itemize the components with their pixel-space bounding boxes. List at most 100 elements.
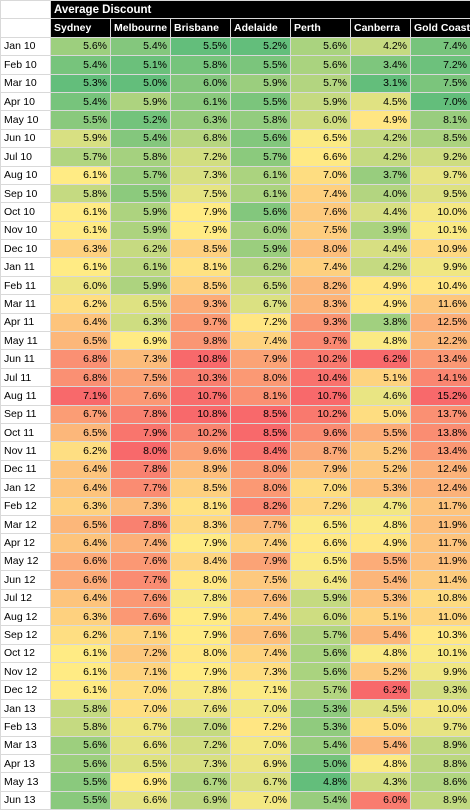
heat-cell: 6.3% (51, 240, 111, 258)
heat-cell: 8.3% (291, 295, 351, 313)
heat-cell: 6.4% (51, 479, 111, 497)
column-header: Brisbane (171, 19, 231, 37)
heat-cell: 6.6% (291, 534, 351, 552)
heat-cell: 6.0% (291, 607, 351, 625)
heat-cell: 6.6% (51, 552, 111, 570)
row-label: Aug 10 (1, 166, 51, 184)
heat-cell: 5.0% (351, 718, 411, 736)
heat-cell: 7.0% (111, 699, 171, 717)
heat-cell: 6.2% (51, 295, 111, 313)
heat-cell: 5.7% (51, 148, 111, 166)
heat-cell: 6.1% (51, 166, 111, 184)
heat-cell: 6.1% (111, 258, 171, 276)
heat-cell: 5.9% (231, 74, 291, 92)
heat-cell: 6.6% (111, 791, 171, 809)
heat-cell: 5.6% (291, 663, 351, 681)
heat-cell: 9.2% (411, 148, 470, 166)
heat-cell: 10.8% (171, 405, 231, 423)
title-corner (1, 1, 51, 19)
heat-cell: 4.9% (351, 295, 411, 313)
heat-cell: 9.7% (411, 166, 470, 184)
column-header: Sydney (51, 19, 111, 37)
heat-cell: 4.8% (351, 644, 411, 662)
heat-cell: 6.9% (171, 791, 231, 809)
row-label: Mar 13 (1, 736, 51, 754)
heat-cell: 7.0% (411, 92, 470, 110)
heat-cell: 7.0% (171, 718, 231, 736)
heat-cell: 7.9% (111, 423, 171, 441)
heat-cell: 8.4% (171, 552, 231, 570)
heat-cell: 8.5% (171, 479, 231, 497)
heat-cell: 6.2% (351, 350, 411, 368)
heat-cell: 9.3% (411, 681, 470, 699)
heat-cell: 6.8% (51, 350, 111, 368)
heat-cell: 8.0% (231, 460, 291, 478)
heat-cell: 5.6% (231, 203, 291, 221)
heat-cell: 7.0% (231, 791, 291, 809)
heat-cell: 11.7% (411, 497, 470, 515)
heat-cell: 6.1% (51, 221, 111, 239)
heat-cell: 5.9% (111, 92, 171, 110)
row-label: Feb 13 (1, 718, 51, 736)
heat-cell: 11.6% (411, 295, 470, 313)
heat-cell: 7.2% (291, 497, 351, 515)
heat-cell: 7.8% (171, 681, 231, 699)
heat-cell: 5.5% (351, 423, 411, 441)
heat-cell: 7.4% (231, 644, 291, 662)
heat-cell: 4.4% (351, 240, 411, 258)
heat-cell: 8.1% (171, 497, 231, 515)
heat-cell: 7.9% (171, 203, 231, 221)
heat-cell: 5.4% (351, 626, 411, 644)
heat-cell: 7.4% (411, 37, 470, 55)
heat-cell: 5.0% (291, 755, 351, 773)
heat-cell: 10.2% (291, 350, 351, 368)
heat-cell: 6.4% (51, 313, 111, 331)
heat-cell: 4.8% (351, 515, 411, 533)
row-label: Jul 10 (1, 148, 51, 166)
heat-cell: 7.6% (111, 387, 171, 405)
row-label: May 10 (1, 111, 51, 129)
heat-cell: 5.8% (51, 699, 111, 717)
heat-cell: 7.6% (231, 626, 291, 644)
heat-cell: 9.3% (291, 313, 351, 331)
row-label: Mar 12 (1, 515, 51, 533)
heat-cell: 5.5% (351, 552, 411, 570)
heat-cell: 6.7% (111, 718, 171, 736)
row-label: Jun 10 (1, 129, 51, 147)
heat-cell: 3.9% (351, 221, 411, 239)
heat-cell: 7.7% (111, 479, 171, 497)
heat-cell: 7.3% (171, 755, 231, 773)
chart-title: Average Discount (51, 1, 470, 19)
heat-cell: 4.8% (291, 773, 351, 791)
row-label: Apr 12 (1, 534, 51, 552)
heat-cell: 10.2% (291, 405, 351, 423)
heat-cell: 6.2% (111, 240, 171, 258)
heat-cell: 5.9% (51, 129, 111, 147)
heat-cell: 4.2% (351, 129, 411, 147)
heat-cell: 6.0% (171, 74, 231, 92)
heat-cell: 4.2% (351, 148, 411, 166)
heat-cell: 7.0% (111, 681, 171, 699)
title-row: Average Discount (1, 1, 470, 19)
row-label: May 12 (1, 552, 51, 570)
heat-cell: 7.6% (291, 203, 351, 221)
heat-cell: 7.6% (171, 699, 231, 717)
heat-cell: 13.7% (411, 405, 470, 423)
heat-cell: 6.8% (171, 129, 231, 147)
row-label: Mar 11 (1, 295, 51, 313)
heat-cell: 7.2% (171, 148, 231, 166)
heat-cell: 5.6% (51, 736, 111, 754)
